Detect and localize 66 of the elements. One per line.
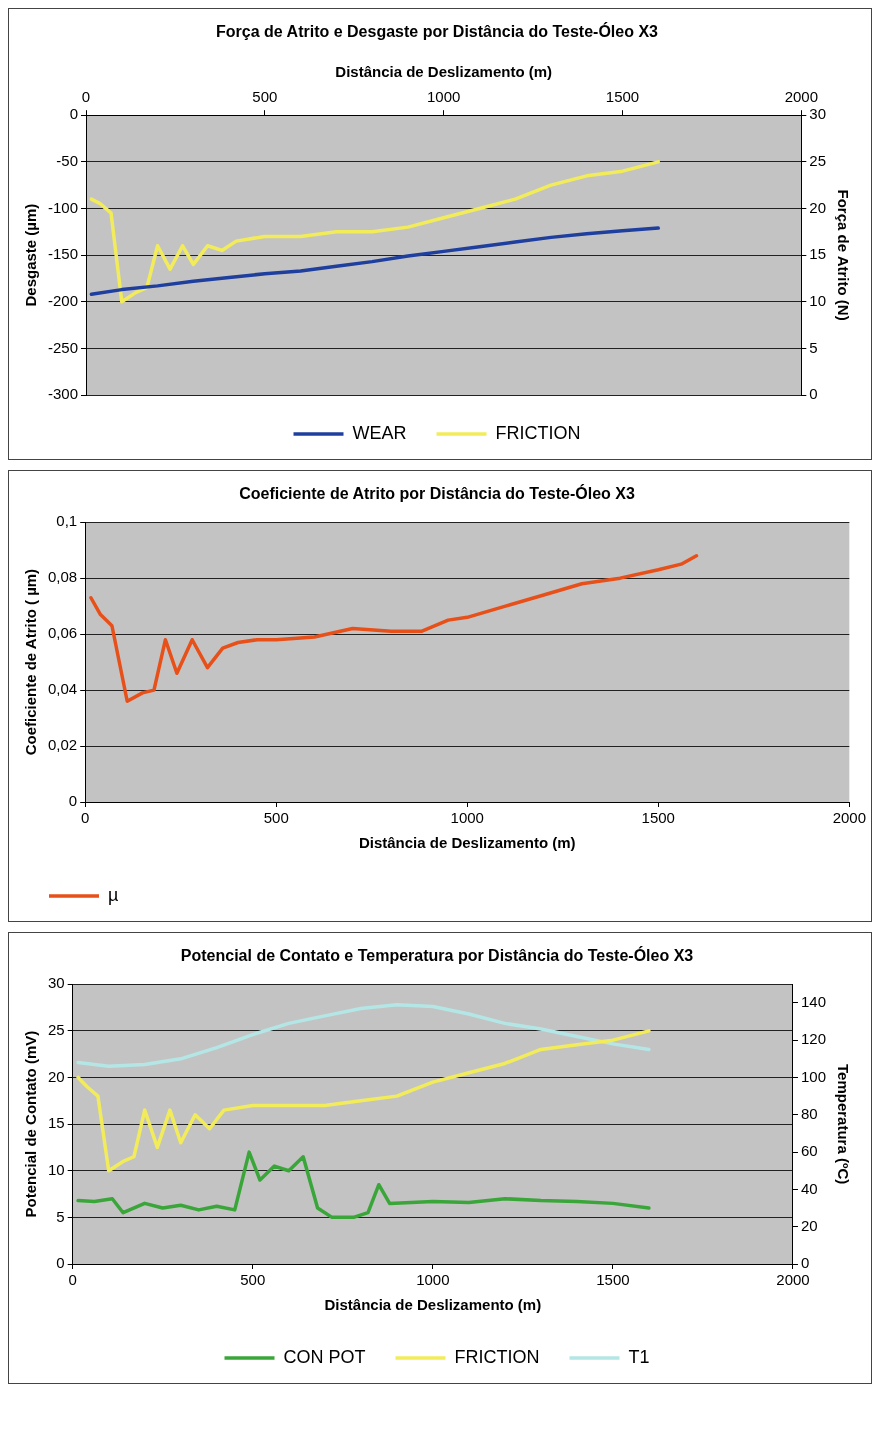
y2-tick-label: 20: [800, 1216, 818, 1234]
y-tick-label: 0,1: [56, 512, 78, 530]
legend-label: T1: [628, 1346, 650, 1367]
y2-axis-title: Temperatura (ºC): [834, 1063, 852, 1185]
chart-title: Potencial de Contato e Temperatura por Distância do Teste-Óleo X3: [180, 946, 694, 965]
legend-label: µ: [108, 884, 119, 905]
y-tick-label: 0: [69, 105, 79, 123]
y-tick-label: -150: [47, 245, 79, 263]
y-tick-label: 15: [48, 1114, 65, 1132]
y-tick-label: 30: [48, 974, 65, 992]
y-tick-label: 0: [56, 1254, 65, 1272]
y-tick-label: 0,04: [47, 680, 78, 698]
y-axis-title: Desgaste (µm): [22, 203, 40, 307]
legend-label: FRICTION: [495, 422, 581, 443]
y-tick-label: 5: [56, 1207, 65, 1225]
y2-tick-label: 140: [800, 992, 826, 1010]
x-tick-label: 0: [81, 809, 90, 827]
x-tick-label: 500: [252, 88, 278, 106]
y2-tick-label: 60: [800, 1142, 818, 1160]
x-tick-label: 500: [240, 1271, 266, 1289]
x-tick-label: 1000: [426, 88, 461, 106]
y-tick-label: 20: [48, 1067, 65, 1085]
y2-tick-label: 20: [809, 198, 826, 216]
x-tick-label: 0: [81, 88, 91, 106]
y2-tick-label: 0: [800, 1254, 810, 1272]
x-tick-label: 2000: [784, 88, 818, 106]
y-tick-label: -250: [47, 338, 79, 356]
x-axis-title: Distância de Deslizamento (m): [358, 834, 576, 852]
y-tick-label: -300: [47, 385, 79, 403]
y2-axis-title: Força de Atrito (N): [834, 189, 852, 321]
x-tick-label: 1500: [605, 88, 640, 106]
y-tick-label: 0,06: [47, 624, 78, 642]
y2-tick-label: 0: [809, 385, 818, 403]
y-tick-label: 0,02: [47, 736, 78, 754]
y-axis-title: Coeficiente de Atrito ( µm): [22, 568, 40, 756]
y-tick-label: 0,08: [47, 568, 78, 586]
legend-label: CON POT: [283, 1346, 366, 1367]
y2-tick-label: 120: [800, 1030, 826, 1048]
x-tick-label: 500: [263, 809, 289, 827]
x-axis-title: Distância de Deslizamento (m): [335, 63, 553, 81]
chart-title: Força de Atrito e Desgaste por Distância do Teste-Óleo X3: [216, 22, 659, 41]
y-tick-label: -200: [47, 291, 79, 309]
y2-tick-label: 15: [809, 245, 826, 263]
legend-label: WEAR: [352, 422, 407, 443]
legend-label: FRICTION: [454, 1346, 540, 1367]
y-axis-title: Potencial de Contato (mV): [22, 1030, 40, 1218]
x-tick-label: 1000: [450, 809, 484, 827]
x-tick-label: 2000: [832, 809, 866, 827]
y-tick-label: -50: [56, 151, 79, 169]
y2-tick-label: 30: [809, 105, 826, 123]
x-tick-label: 1500: [641, 809, 675, 827]
y-tick-label: 0: [68, 792, 78, 810]
x-tick-label: 2000: [776, 1271, 810, 1289]
y2-tick-label: 25: [809, 151, 826, 169]
y2-tick-label: 10: [809, 291, 826, 309]
y2-tick-label: 100: [800, 1067, 826, 1085]
y-tick-label: 25: [48, 1020, 65, 1038]
y-tick-label: 10: [48, 1160, 65, 1178]
x-axis-title: Distância de Deslizamento (m): [324, 1296, 542, 1314]
y2-tick-label: 80: [800, 1104, 818, 1122]
x-tick-label: 1500: [596, 1271, 630, 1289]
y-tick-label: -100: [47, 198, 79, 216]
y2-tick-label: 5: [809, 338, 818, 356]
y2-tick-label: 40: [800, 1179, 818, 1197]
x-tick-label: 1000: [416, 1271, 450, 1289]
chart-title: Coeficiente de Atrito por Distância do Teste-Óleo X3: [239, 484, 635, 503]
